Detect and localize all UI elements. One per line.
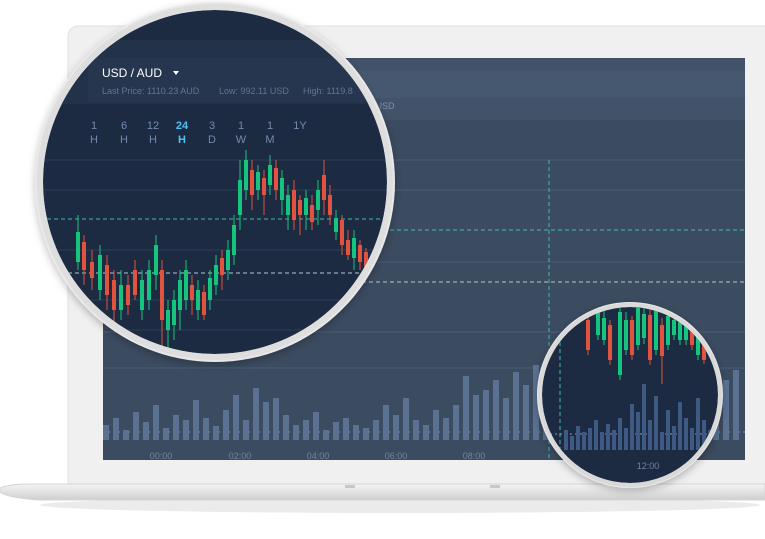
- time-label: 00:00: [150, 451, 173, 461]
- hinge: [490, 485, 500, 488]
- time-axis: 00:00 02:00 04:00 06:00 08:00: [150, 451, 486, 461]
- time-label: 06:00: [385, 451, 408, 461]
- time-label: 08:00: [463, 451, 486, 461]
- timeframe-unit[interactable]: H: [90, 134, 98, 146]
- timeframe-value[interactable]: 24: [176, 120, 189, 132]
- timeframe-unit[interactable]: H: [120, 134, 128, 146]
- timeframe-unit[interactable]: M: [265, 134, 274, 146]
- timeframe-unit[interactable]: D: [208, 134, 216, 146]
- low-price: Low: 992.11 USD: [219, 86, 289, 96]
- header-fragment: 6 USD: [368, 101, 395, 111]
- high-price: High: 1119.8: [303, 86, 353, 96]
- currency-pair[interactable]: USD / AUD: [102, 66, 162, 80]
- timeframe-value[interactable]: 6: [121, 120, 127, 132]
- timeframe-selector: 1 H 6 H 12 H 24 H 3 D 1 W 1 M 1Y: [90, 120, 307, 146]
- timeframe-value[interactable]: 1Y: [293, 120, 307, 132]
- small-magnifier-ring: [538, 303, 722, 487]
- time-label: 12:00: [637, 461, 660, 471]
- hinge: [345, 485, 355, 488]
- timeframe-unit[interactable]: H: [178, 134, 186, 146]
- big-magnifier-content: USD / AUD Last Price: 1110.23 AUD Low: 9…: [43, 10, 387, 354]
- dropdown-caret[interactable]: [173, 71, 179, 75]
- timeframe-unit[interactable]: H: [149, 134, 157, 146]
- time-label: 02:00: [229, 451, 252, 461]
- big-magnifier-ring: [37, 4, 393, 360]
- timeframe-value[interactable]: 3: [209, 120, 215, 132]
- timeframe-value[interactable]: 12: [147, 120, 159, 132]
- timeframe-value[interactable]: 1: [238, 120, 244, 132]
- last-price: Last Price: 1110.23 AUD: [102, 86, 200, 96]
- time-label: 04:00: [307, 451, 330, 461]
- timeframe-unit[interactable]: W: [236, 134, 247, 146]
- laptop-base: [0, 483, 765, 501]
- timeframe-value[interactable]: 1: [91, 120, 97, 132]
- base-shadow: [40, 497, 760, 513]
- timeframe-value[interactable]: 1: [267, 120, 273, 132]
